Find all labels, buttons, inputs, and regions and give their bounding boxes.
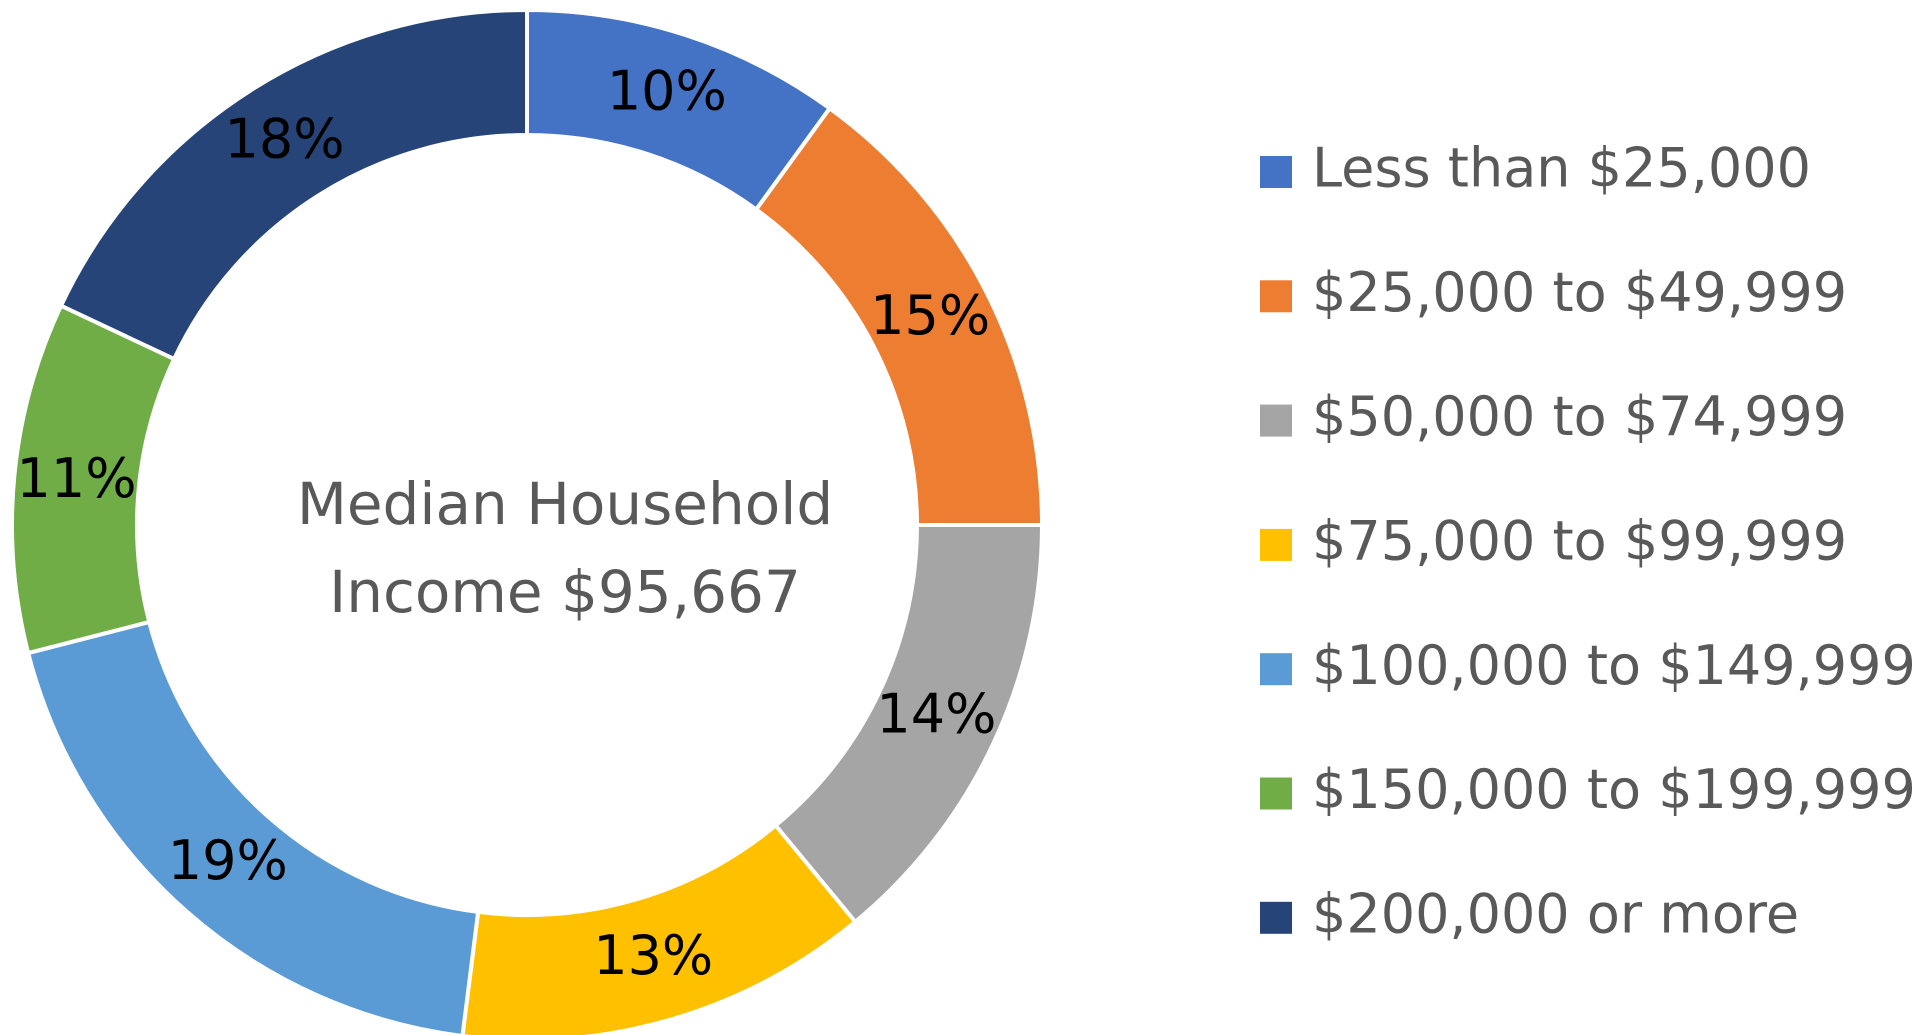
center-text: Median Household <box>297 470 833 538</box>
legend-label: $200,000 or more <box>1312 882 1799 945</box>
data-label: 11% <box>16 447 136 510</box>
donut-slice <box>460 822 859 1035</box>
data-label: 10% <box>607 59 727 122</box>
donut-slice <box>58 7 529 362</box>
legend-swatch <box>1260 156 1292 188</box>
center-text: Income $95,667 <box>329 558 801 626</box>
legend-swatch <box>1260 901 1292 934</box>
legend-label: $150,000 to $199,999 <box>1312 758 1916 821</box>
data-label: 15% <box>870 284 990 347</box>
data-label: 18% <box>225 108 345 171</box>
legend-swatch <box>1260 404 1292 437</box>
legend-label: $50,000 to $74,999 <box>1312 385 1847 448</box>
data-label: 14% <box>876 682 996 745</box>
legend-label: Less than $25,000 <box>1312 137 1811 200</box>
data-label: 13% <box>593 924 713 987</box>
legend-swatch <box>1260 280 1292 313</box>
legend-label: $25,000 to $49,999 <box>1312 261 1847 324</box>
legend-label: $100,000 to $149,999 <box>1312 634 1916 697</box>
legend-swatch <box>1260 777 1292 810</box>
legend-swatch <box>1260 653 1292 686</box>
legend-label: $75,000 to $99,999 <box>1312 510 1847 573</box>
data-label: 19% <box>168 829 288 892</box>
legend-swatch <box>1260 528 1292 561</box>
